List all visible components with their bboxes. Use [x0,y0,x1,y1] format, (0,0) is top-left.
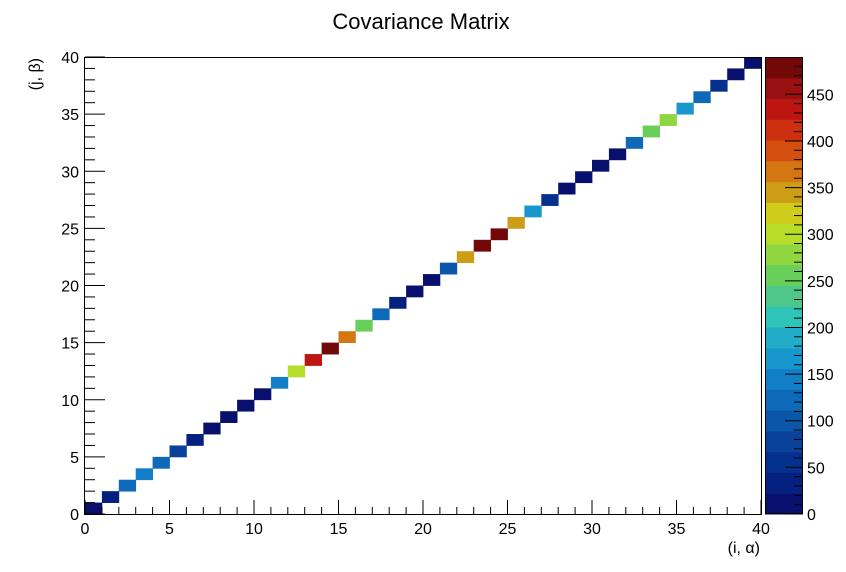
palette-band [765,493,803,515]
heatmap-cell [321,342,339,355]
y-tick-label: 20 [61,279,79,296]
chart-title: Covariance Matrix [332,9,509,34]
palette-tick-label: 350 [807,181,834,198]
heatmap-cell [85,502,103,515]
y-tick-label: 0 [70,507,79,524]
heatmap-cells [85,57,762,515]
palette-band [765,410,803,432]
heatmap-cell [355,319,373,332]
heatmap-cell [287,365,306,378]
heatmap-cell [186,434,204,446]
palette-tick-label: 300 [807,227,834,244]
heatmap-cell [220,411,238,423]
y-tick-label: 35 [61,107,79,124]
heatmap-cell [304,354,322,366]
x-tick-label: 0 [81,521,90,538]
palette-band [765,451,803,473]
heatmap-cell [270,376,289,389]
palette-band [765,243,803,266]
y-tick-label: 25 [61,221,79,238]
heatmap-cell [507,216,525,229]
x-tick-label: 25 [499,521,517,538]
palette-tick-label: 150 [807,367,834,384]
heatmap-cell [541,194,559,206]
heatmap-cell [135,468,153,481]
heatmap-cell [710,79,728,92]
y-tick-label: 30 [61,164,79,181]
heatmap-cell [642,125,660,138]
heatmap-cell [490,228,508,241]
heatmap-cell [254,388,272,401]
y-tick-label: 5 [70,450,79,467]
plot-frame [84,57,762,515]
heatmap-cell [727,68,745,81]
heatmap-cell [693,91,711,104]
y-tick-label: 40 [61,50,79,67]
x-tick-label: 30 [583,521,601,538]
palette-band [765,98,803,120]
palette-band [765,140,803,162]
palette-frame [765,57,803,514]
heatmap-cell [625,136,644,149]
heatmap-cell [456,251,475,264]
axes: 0 5 10 15 20 25 30 35 40 0 5 10 15 20 25 30 35 40 [61,50,770,538]
heatmap-cell [744,57,762,69]
heatmap-cell [169,445,187,458]
y-axis-label: (j, β) [27,58,44,90]
palette-tick-label: 200 [807,320,834,337]
palette-band [765,285,803,307]
palette-band [765,306,803,328]
palette-tick-label: 50 [807,460,825,477]
palette-tick-label: 100 [807,414,834,431]
y-tick-label: 10 [61,393,79,410]
heatmap-cell [406,285,424,298]
x-axis-label: (i, α) [728,540,760,557]
palette-tick-label: 250 [807,274,834,291]
heatmap-cell [524,205,542,218]
x-tick-label: 40 [752,521,770,538]
heatmap-cell [389,296,407,309]
heatmap-cell [423,274,441,286]
heatmap-cell [575,171,593,184]
heatmap-cell [203,422,221,435]
palette-band [765,389,803,411]
heatmap-cell [558,182,576,195]
heatmap-cell [659,114,677,126]
palette-tick-label: 450 [807,87,834,104]
palette-band [765,119,803,141]
palette-band [765,181,803,203]
palette-band [765,472,803,494]
heatmap-cell [592,159,610,172]
x-tick-label: 10 [245,521,263,538]
color-palette: 0 50 100 150 200 250 300 350 400 450 [765,57,834,524]
palette-band [765,223,803,245]
palette-band [765,202,803,224]
heatmap-cell [676,102,694,115]
palette-band [765,327,803,349]
palette-band [765,430,803,453]
x-tick-label: 20 [414,521,432,538]
y-tick-label: 15 [61,336,79,353]
heatmap-cell [338,331,356,344]
heatmap-cell [118,479,137,492]
palette-tick-label: 400 [807,134,834,151]
x-tick-label: 35 [668,521,686,538]
heatmap-cell [473,239,491,252]
heatmap-cell [439,262,458,275]
palette-band [765,264,803,286]
x-tick-label: 5 [165,521,174,538]
palette-band [765,77,803,100]
palette-band [765,347,803,370]
palette-tick-label: 0 [807,507,816,524]
x-tick-label: 15 [330,521,348,538]
palette-band [765,57,803,79]
palette-band [765,160,803,183]
heatmap-cell [237,399,255,412]
heatmap-cell [152,456,170,469]
palette-band [765,368,803,390]
heatmap-cell [608,148,627,161]
heatmap-cell [372,308,390,321]
heatmap-cell [101,491,120,503]
